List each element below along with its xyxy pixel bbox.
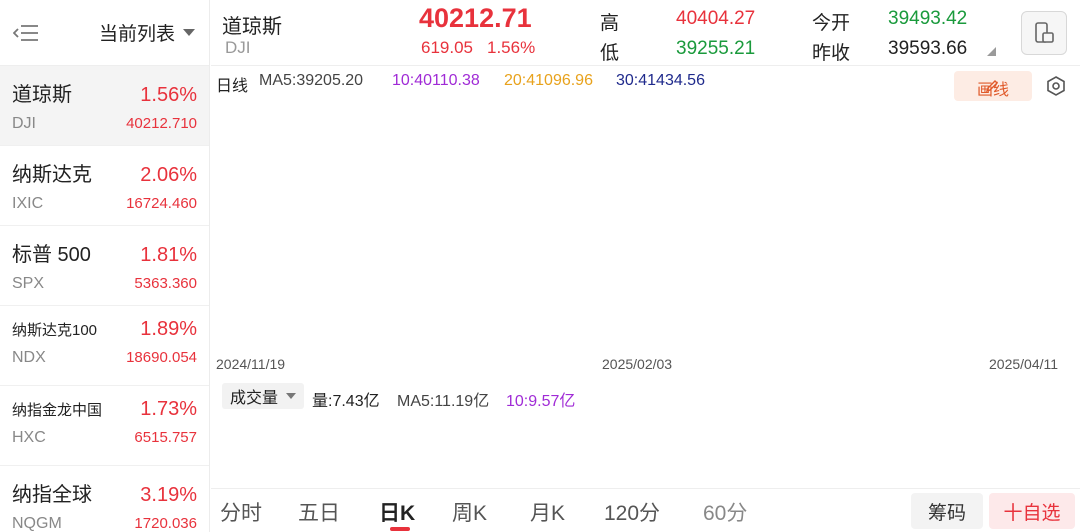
period-tabs: 分时 五日 日K 周K 月K 120分 60分 筹码 十自选 [211,488,1080,532]
low-value: 39255.21 [676,38,756,59]
volume-amount: 量:7.43亿 [312,393,380,410]
draw-line-label: 画线 [976,82,1009,99]
indicator-selector[interactable]: 成交量 [222,383,305,409]
item-change-pct: 1.73% [140,398,197,420]
phone-rotate-icon [1035,22,1054,43]
security-name: 道琼斯 [222,16,282,38]
candlestick-chart-area[interactable] [216,110,1078,354]
item-name: 纳指金龙中国 [12,402,103,419]
date-tick-end: 2025/04/11 [989,356,1059,372]
prev-close-label: 昨收 [812,43,851,64]
chip-button-label: 筹码 [927,502,966,524]
item-code: HXC [12,429,46,446]
item-change-pct: 2.06% [140,164,197,186]
ma30-value: 30:41434.56 [616,72,705,89]
tab-120min[interactable]: 120分 [604,502,661,525]
period-label: 日线 [216,78,249,95]
hexagon-settings-icon[interactable] [1045,75,1067,97]
watchlist-item-dji[interactable]: 道琼斯 1.56% DJI 40212.710 [0,66,209,146]
ma10-value: 10:40110.38 [392,72,480,89]
item-change-pct: 1.81% [140,244,197,266]
item-price: 1720.036 [134,515,197,532]
draw-line-button[interactable]: 画线 [954,71,1032,101]
collapse-sidebar-icon[interactable] [0,0,52,66]
volume-ma10: 10:9.57亿 [506,393,576,410]
item-change-pct: 3.19% [140,484,197,506]
item-change-pct: 1.56% [140,84,197,106]
item-price: 6515.757 [134,429,197,446]
list-selector[interactable]: 当前列表 [52,19,209,46]
volume-indicator-row: 成交量 量:7.43亿 MA5:11.19亿 10:9.57亿 [216,383,1080,411]
chip-distribution-button[interactable]: 筹码 [911,493,983,529]
active-tab-indicator [390,527,410,531]
volume-chart-area[interactable] [216,412,1078,482]
date-tick-start: 2024/11/19 [216,356,286,372]
tab-daily-k[interactable]: 日K [379,502,416,525]
expand-corner-icon[interactable] [987,47,996,56]
orientation-button[interactable] [1021,11,1067,55]
tab-monthly-k[interactable]: 月K [530,502,566,525]
item-price: 40212.710 [126,115,197,132]
watchlist-item-ixic[interactable]: 纳斯达克 2.06% IXIC 16724.460 [0,146,209,226]
watchlist-item-ndx[interactable]: 纳斯达克100 1.89% NDX 18690.054 [0,306,209,386]
item-price: 16724.460 [126,195,197,212]
prev-close-value: 39593.66 [888,38,968,59]
item-code: SPX [12,275,45,292]
ma20-value: 20:41096.96 [504,72,593,89]
indicator-selector-label: 成交量 [230,390,279,407]
tab-five-day[interactable]: 五日 [298,502,340,525]
watchlist-item-hxc[interactable]: 纳指金龙中国 1.73% HXC 6515.757 [0,386,209,466]
open-value: 39493.42 [888,8,968,29]
price-change: 619.05 [421,38,473,57]
list-selector-label: 当前列表 [98,24,175,45]
low-label: 低 [600,43,620,64]
sidebar-header: 当前列表 [0,0,209,66]
item-price: 5363.360 [134,275,197,292]
chevron-down-icon [183,29,195,36]
high-value: 40404.27 [676,8,756,29]
item-change-pct: 1.89% [140,318,197,340]
open-label: 今开 [812,13,851,34]
watchlist-item-nqgm[interactable]: 纳指全球 3.19% NQGM 1720.036 [0,466,209,532]
item-code: DJI [12,115,36,132]
item-code: NQGM [12,515,62,532]
watchlist-item-spx[interactable]: 标普 500 1.81% SPX 5363.360 [0,226,209,306]
date-axis: 2024/11/19 2025/02/03 2025/04/11 [216,354,1078,374]
volume-ma5: MA5:11.19亿 [397,393,490,410]
date-tick-mid: 2025/02/03 [602,356,673,372]
add-watchlist-label: 十自选 [1003,502,1061,524]
last-price: 40212.71 [419,3,532,33]
item-code: NDX [12,349,46,366]
pencil-icon [985,80,998,93]
security-code: DJI [225,38,251,57]
quote-header: 道琼斯 DJI 40212.71 619.05 1.56% 高 40404.27… [211,0,1080,66]
item-code: IXIC [12,195,44,212]
item-name: 纳指全球 [12,484,92,506]
item-name: 纳斯达克 [12,164,92,186]
item-name: 道琼斯 [12,84,72,106]
tab-weekly-k[interactable]: 周K [452,502,488,525]
add-watchlist-button[interactable]: 十自选 [989,493,1075,529]
chevron-down-icon [286,393,297,399]
ma-indicator-row: 日线 MA5:39205.20 10:40110.38 20:41096.96 … [211,67,1080,101]
watchlist-sidebar: 当前列表 道琼斯 1.56% DJI 40212.710 纳斯达克 2.06% … [0,0,210,532]
price-change-pct: 1.56% [487,38,536,57]
tab-intraday[interactable]: 分时 [220,502,262,525]
high-label: 高 [600,13,620,34]
item-name: 纳斯达克100 [12,322,98,339]
item-price: 18690.054 [126,349,197,366]
tab-60min[interactable]: 60分 [703,502,748,525]
ma5-value: MA5:39205.20 [259,72,364,89]
item-name: 标普 500 [12,244,91,266]
